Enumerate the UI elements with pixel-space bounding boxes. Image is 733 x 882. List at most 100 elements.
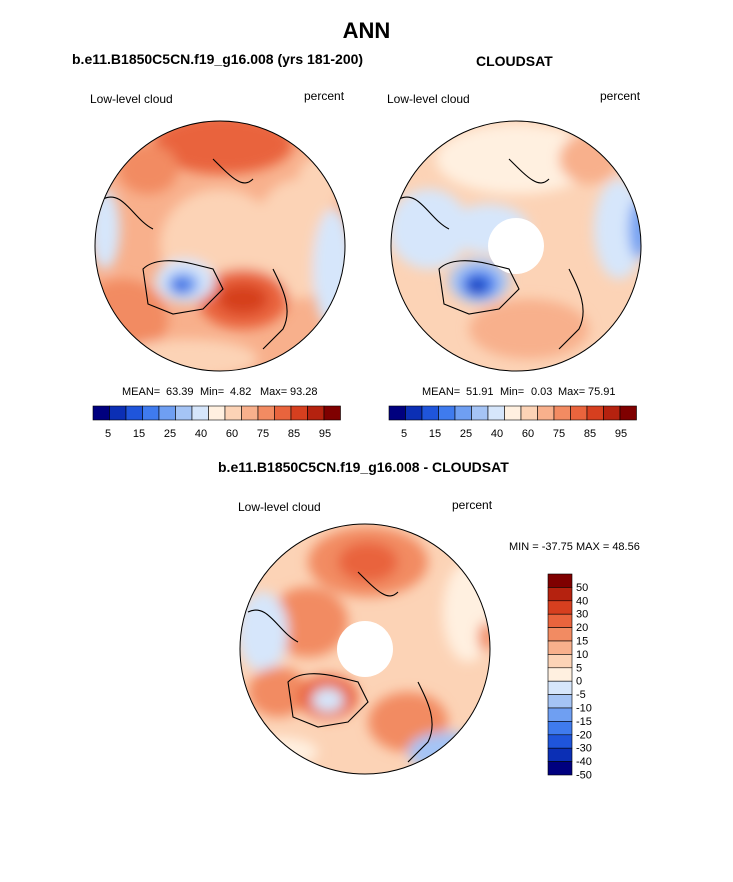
- colorbar-swatch: [109, 405, 127, 421]
- diff-units-label: percent: [452, 498, 493, 512]
- colorbar-tick-label: 75: [257, 428, 269, 440]
- colorbar-tick-label: -5: [576, 689, 586, 701]
- colorbar-tick-label: 85: [584, 428, 596, 440]
- colorbar-tick-label: 60: [226, 428, 238, 440]
- colorbar-swatch: [438, 405, 456, 421]
- colorbar-swatch: [586, 405, 604, 421]
- colorbar-tick-label: -10: [576, 703, 592, 715]
- colorbar-tick-label: 15: [429, 428, 441, 440]
- colorbar-swatch: [274, 405, 292, 421]
- obs-variable-label: Low-level cloud: [387, 92, 470, 106]
- colorbar-swatch: [547, 707, 573, 722]
- colorbar-tick-label: 0: [576, 676, 582, 688]
- colorbar-swatch: [241, 405, 259, 421]
- colorbar-swatch: [547, 694, 573, 709]
- colorbar-tick-label: 40: [491, 428, 503, 440]
- obs-mean-value: 51.91: [466, 386, 494, 398]
- colorbar-swatch: [421, 405, 439, 421]
- obs-panel-title: CLOUDSAT: [476, 53, 553, 69]
- obs-max-label: Max=: [558, 386, 585, 398]
- colorbar-swatch: [224, 405, 242, 421]
- colorbar-swatch: [208, 405, 226, 421]
- colorbar-tick-label: 10: [576, 649, 588, 661]
- obs-units-label: percent: [600, 89, 641, 103]
- colorbar-tick-label: -15: [576, 716, 592, 728]
- colorbar-tick-label: 95: [615, 428, 627, 440]
- model-panel-title: b.e11.B1850C5CN.f19_g16.008 (yrs 181-200…: [72, 51, 364, 67]
- colorbar-swatch: [547, 613, 573, 628]
- colorbar-swatch: [307, 405, 325, 421]
- colorbar-swatch: [547, 654, 573, 669]
- colorbar-swatch: [603, 405, 621, 421]
- diff-minmax-text: MIN = -37.75 MAX = 48.56: [509, 541, 640, 553]
- colorbar-tick-label: -30: [576, 743, 592, 755]
- colorbar-tick-label: 15: [576, 636, 588, 648]
- model-units-label: percent: [304, 89, 345, 103]
- colorbar-tick-label: 15: [133, 428, 145, 440]
- colorbar-swatch: [92, 405, 110, 421]
- colorbar-swatch: [619, 405, 637, 421]
- colorbar-tick-label: 60: [522, 428, 534, 440]
- colorbar-swatch: [191, 405, 209, 421]
- colorbar-swatch: [547, 640, 573, 655]
- colorbar-swatch: [547, 721, 573, 736]
- colorbar-tick-label: -20: [576, 729, 592, 741]
- colorbar-swatch: [487, 405, 505, 421]
- colorbar-tick-label: -40: [576, 756, 592, 768]
- colorbar-tick-label: 85: [288, 428, 300, 440]
- colorbar-tick-label: 50: [576, 582, 588, 594]
- colorbar-swatch: [547, 667, 573, 682]
- colorbar-swatch: [471, 405, 489, 421]
- colorbar-tick-label: 40: [195, 428, 207, 440]
- colorbar-swatch: [158, 405, 176, 421]
- colorbar-swatch: [547, 761, 573, 776]
- model-stats-colorbar: MEAN= 63.39 Min= 4.82 Max= 93.28 5 15 25 40…: [92, 386, 341, 440]
- colorbar-tick-label: 25: [460, 428, 472, 440]
- model-polar-map: [94, 120, 346, 372]
- colorbar-tick-label: -50: [576, 770, 592, 782]
- obs-mean-label: MEAN=: [422, 386, 460, 398]
- colorbar-swatch: [547, 747, 573, 762]
- colorbar-tick-label: 30: [576, 609, 588, 621]
- colorbar-tick-label: 5: [105, 428, 111, 440]
- figure-title: ANN: [342, 18, 391, 43]
- model-max-label: Max=: [260, 386, 287, 398]
- colorbar-tick-label: 40: [576, 595, 588, 607]
- model-mean-value: 63.39: [166, 386, 194, 398]
- colorbar-swatch: [405, 405, 423, 421]
- colorbar-swatch: [520, 405, 538, 421]
- colorbar-swatch: [547, 680, 573, 695]
- colorbar-tick-label: 95: [319, 428, 331, 440]
- colorbar-swatch: [553, 405, 571, 421]
- obs-stats-colorbar: MEAN= 51.91 Min= 0.03 Max= 75.91 5 15 25 40…: [388, 386, 637, 440]
- obs-min-label: Min=: [500, 386, 524, 398]
- colorbar-swatch: [257, 405, 275, 421]
- colorbar-swatch: [547, 573, 573, 588]
- obs-min-value: 0.03: [531, 386, 552, 398]
- colorbar-swatch: [388, 405, 406, 421]
- colorbar-swatch: [547, 587, 573, 602]
- colorbar-swatch: [547, 600, 573, 615]
- model-min-label: Min=: [200, 386, 224, 398]
- obs-max-value: 75.91: [588, 386, 616, 398]
- model-variable-label: Low-level cloud: [90, 92, 173, 106]
- colorbar-swatch: [175, 405, 193, 421]
- colorbar-swatch: [547, 734, 573, 749]
- model-mean-label: MEAN=: [122, 386, 160, 398]
- diff-panel-title: b.e11.B1850C5CN.f19_g16.008 - CLOUDSAT: [218, 459, 509, 475]
- diff-polar-map: [239, 523, 491, 775]
- colorbar-swatch: [570, 405, 588, 421]
- colorbar-swatch: [290, 405, 308, 421]
- colorbar-tick-label: 5: [576, 662, 582, 674]
- colorbar-swatch: [323, 405, 341, 421]
- colorbar-tick-label: 20: [576, 622, 588, 634]
- colorbar-tick-label: 5: [401, 428, 407, 440]
- model-max-value: 93.28: [290, 386, 318, 398]
- colorbar-swatch: [142, 405, 160, 421]
- diff-variable-label: Low-level cloud: [238, 500, 321, 514]
- colorbar-swatch: [547, 627, 573, 642]
- colorbar-swatch: [537, 405, 555, 421]
- colorbar-tick-label: 75: [553, 428, 565, 440]
- colorbar-swatch: [125, 405, 143, 421]
